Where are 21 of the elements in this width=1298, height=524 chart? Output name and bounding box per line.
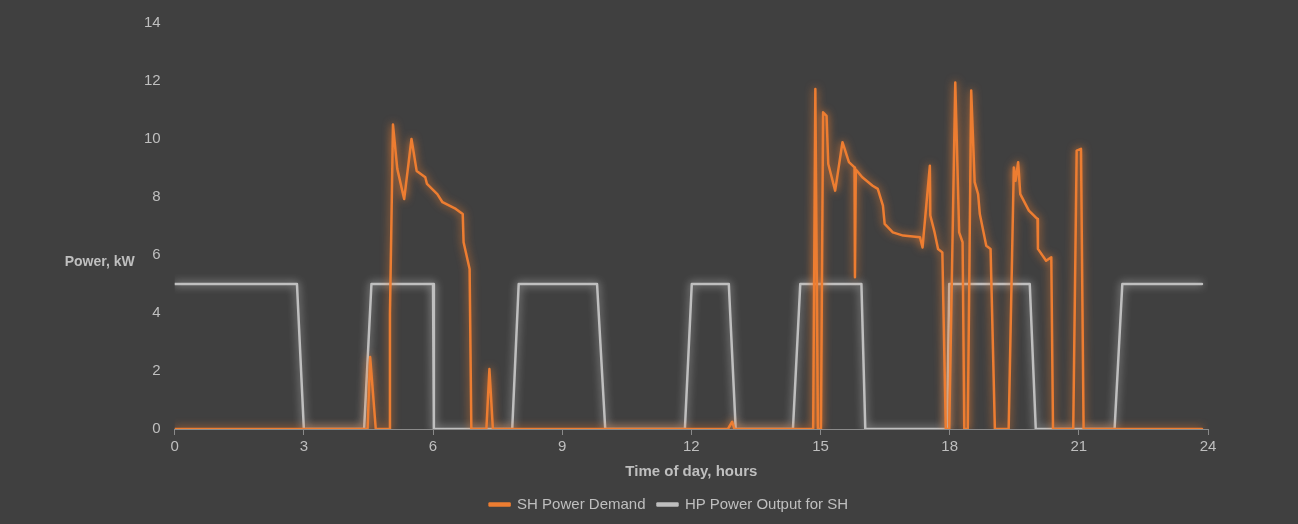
y-tick-label: 2 xyxy=(152,361,161,379)
y-axis-title: Power, kW xyxy=(64,252,136,269)
x-tick-label: 15 xyxy=(812,437,829,455)
x-tick-label: 18 xyxy=(941,437,959,455)
x-tick-label: 12 xyxy=(683,437,700,455)
x-tick-label: 6 xyxy=(428,437,438,455)
x-tick-label: 24 xyxy=(1199,437,1217,455)
y-tick-label: 0 xyxy=(152,419,161,437)
y-tick-label: 4 xyxy=(152,303,161,321)
x-tick-label: 9 xyxy=(558,437,567,455)
legend-label: HP Power Output for SH xyxy=(685,494,849,512)
y-tick-label: 14 xyxy=(144,13,161,31)
x-axis-title: Time of day, hours xyxy=(625,462,758,480)
x-tick-label: 0 xyxy=(170,437,179,455)
y-tick-label: 10 xyxy=(144,129,161,147)
y-tick-label: 8 xyxy=(152,187,161,205)
y-tick-label: 12 xyxy=(144,71,161,89)
y-tick-label: 6 xyxy=(152,245,161,263)
x-tick-label: 21 xyxy=(1070,437,1088,455)
x-tick-label: 3 xyxy=(299,437,309,455)
legend-label: SH Power Demand xyxy=(517,494,646,512)
